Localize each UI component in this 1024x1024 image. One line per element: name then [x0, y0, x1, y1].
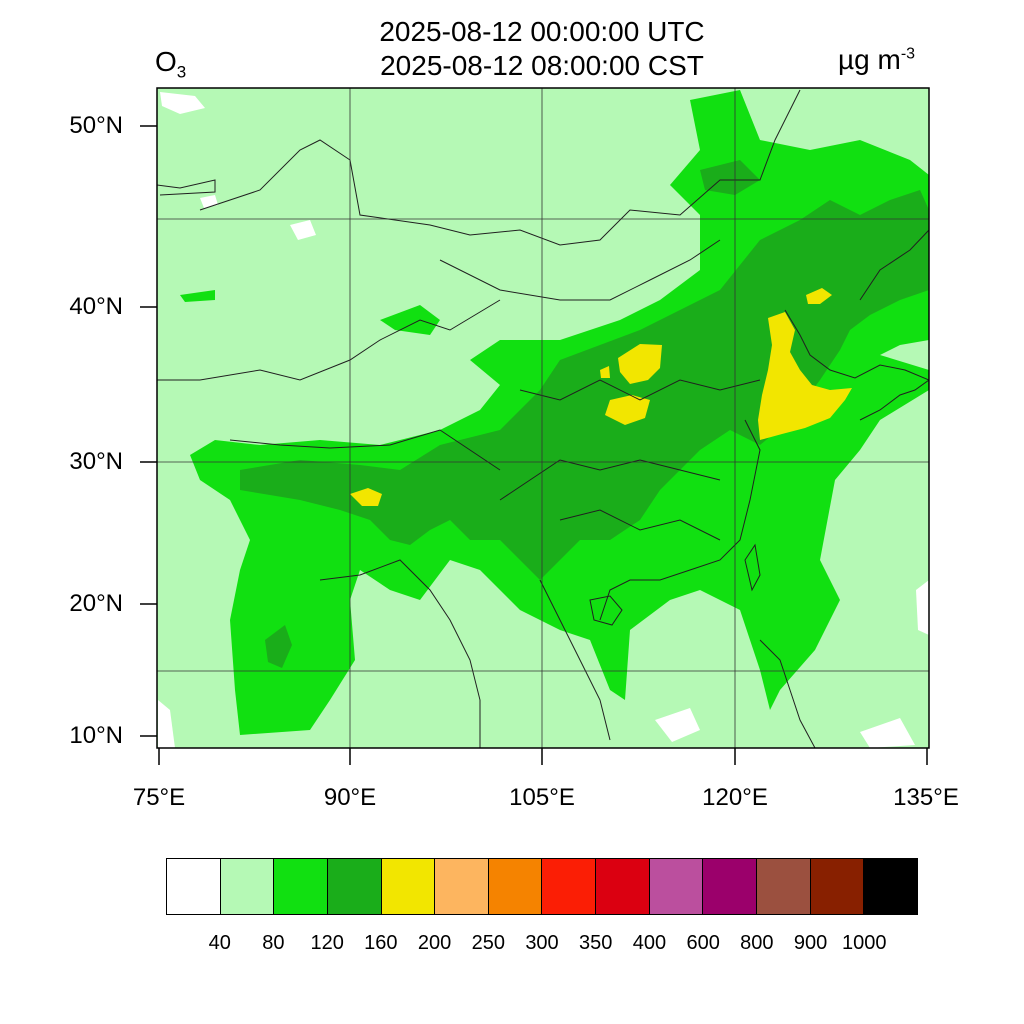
variable-subscript: 3: [176, 62, 187, 82]
coastline: [599, 419, 761, 621]
colorbar-swatch: [541, 858, 597, 915]
colorbar-label: 800: [740, 932, 774, 954]
colorbar-label: 80: [262, 932, 285, 954]
ozone-band-below-40: [916, 580, 929, 635]
colorbar-label: 300: [525, 932, 559, 954]
colorbar-label: 200: [417, 932, 452, 954]
unit-exponent: -3: [900, 45, 916, 63]
colorbar-swatch: [434, 858, 489, 915]
ozone-band-below-40: [200, 195, 218, 208]
colorbar-swatch: [702, 858, 758, 915]
colorbar-label: 120: [310, 932, 344, 954]
country-border: [319, 559, 481, 748]
unit-base: µg m: [838, 44, 901, 75]
ozone-band-below-40: [655, 708, 700, 742]
ozone-band-below-40: [158, 700, 175, 748]
colorbar-swatch: [756, 858, 811, 915]
coastline: [744, 543, 761, 592]
country-border: [519, 379, 761, 401]
map-title-cst: 2025-08-12 08:00:00 CST: [380, 50, 704, 81]
country-border: [499, 459, 721, 501]
lat-tick-label: 10°N: [69, 722, 123, 749]
colorbar-label: 400: [632, 932, 667, 954]
coastline: [859, 229, 929, 301]
colorbar-swatch: [166, 858, 221, 915]
colorbar-label: 250: [471, 932, 505, 954]
ozone-band-160-200: [758, 312, 852, 440]
coastline: [759, 639, 816, 748]
coastline: [784, 309, 929, 381]
colorbar-label: 600: [686, 932, 720, 954]
colorbar-swatch: [487, 858, 543, 915]
coastline-borders: [157, 89, 929, 748]
lat-tick-label: 30°N: [69, 448, 123, 475]
ozone-band-160-200-patch: [600, 366, 610, 378]
lat-tick-label: 50°N: [69, 112, 123, 139]
lon-tick-label: 75°E: [132, 784, 186, 811]
variable-label: O3: [155, 46, 186, 83]
ozone-band-80-120-patch: [180, 290, 215, 302]
country-border: [439, 239, 721, 301]
axis-ticks: [140, 125, 928, 765]
colorbar-swatch: [273, 858, 328, 915]
coastline: [859, 379, 929, 421]
ozone-band-160-200-patch: [618, 344, 662, 384]
map-title-utc: 2025-08-12 00:00:00 UTC: [379, 16, 705, 47]
colorbar: [166, 858, 918, 915]
map-frame: [156, 87, 930, 749]
colorbar-swatch: [326, 858, 382, 915]
ozone-band-160-200-patch: [350, 488, 382, 506]
colorbar-label: 160: [364, 932, 398, 954]
grid: [157, 88, 929, 748]
colorbar-swatch: [219, 858, 275, 915]
lon-tick-label: 135°E: [893, 784, 959, 811]
colorbar-swatch: [648, 858, 704, 915]
ozone-band-120-160-patch: [265, 625, 292, 668]
colorbar-swatch: [380, 858, 436, 915]
lon-tick-label: 120°E: [702, 784, 768, 811]
lat-tick-label: 20°N: [69, 590, 123, 617]
lon-tick-label: 105°E: [509, 784, 575, 811]
unit-label: µg m-3: [838, 44, 915, 76]
ozone-band-80-120-patch: [380, 305, 440, 335]
colorbar-swatch: [809, 858, 865, 915]
colorbar-swatch: [595, 858, 650, 915]
colorbar-swatch: [863, 858, 918, 915]
ozone-band-below-40: [860, 718, 915, 748]
country-border: [229, 429, 501, 471]
colorbar-label: 900: [793, 932, 828, 954]
ozone-band-below-40: [160, 92, 205, 114]
country-border: [539, 579, 611, 741]
ozone-band-160-200-patch: [605, 395, 650, 425]
colorbar-label: 350: [579, 932, 613, 954]
country-border: [199, 89, 801, 246]
lon-tick-label: 90°E: [323, 784, 377, 811]
colorbar-label: 1000: [842, 932, 887, 954]
variable-name: O: [155, 46, 177, 77]
coastline: [589, 595, 623, 626]
ozone-band-120-160: [240, 190, 929, 580]
colorbar-label: 40: [208, 932, 231, 954]
coastline: [157, 179, 216, 196]
lat-tick-label: 40°N: [69, 293, 123, 320]
ozone-band-160-200-patch: [806, 288, 832, 304]
ozone-band-below-40: [290, 220, 316, 240]
ozone-field: [157, 88, 929, 748]
ozone-band-120-160-patch: [700, 160, 760, 195]
country-border: [559, 509, 721, 541]
